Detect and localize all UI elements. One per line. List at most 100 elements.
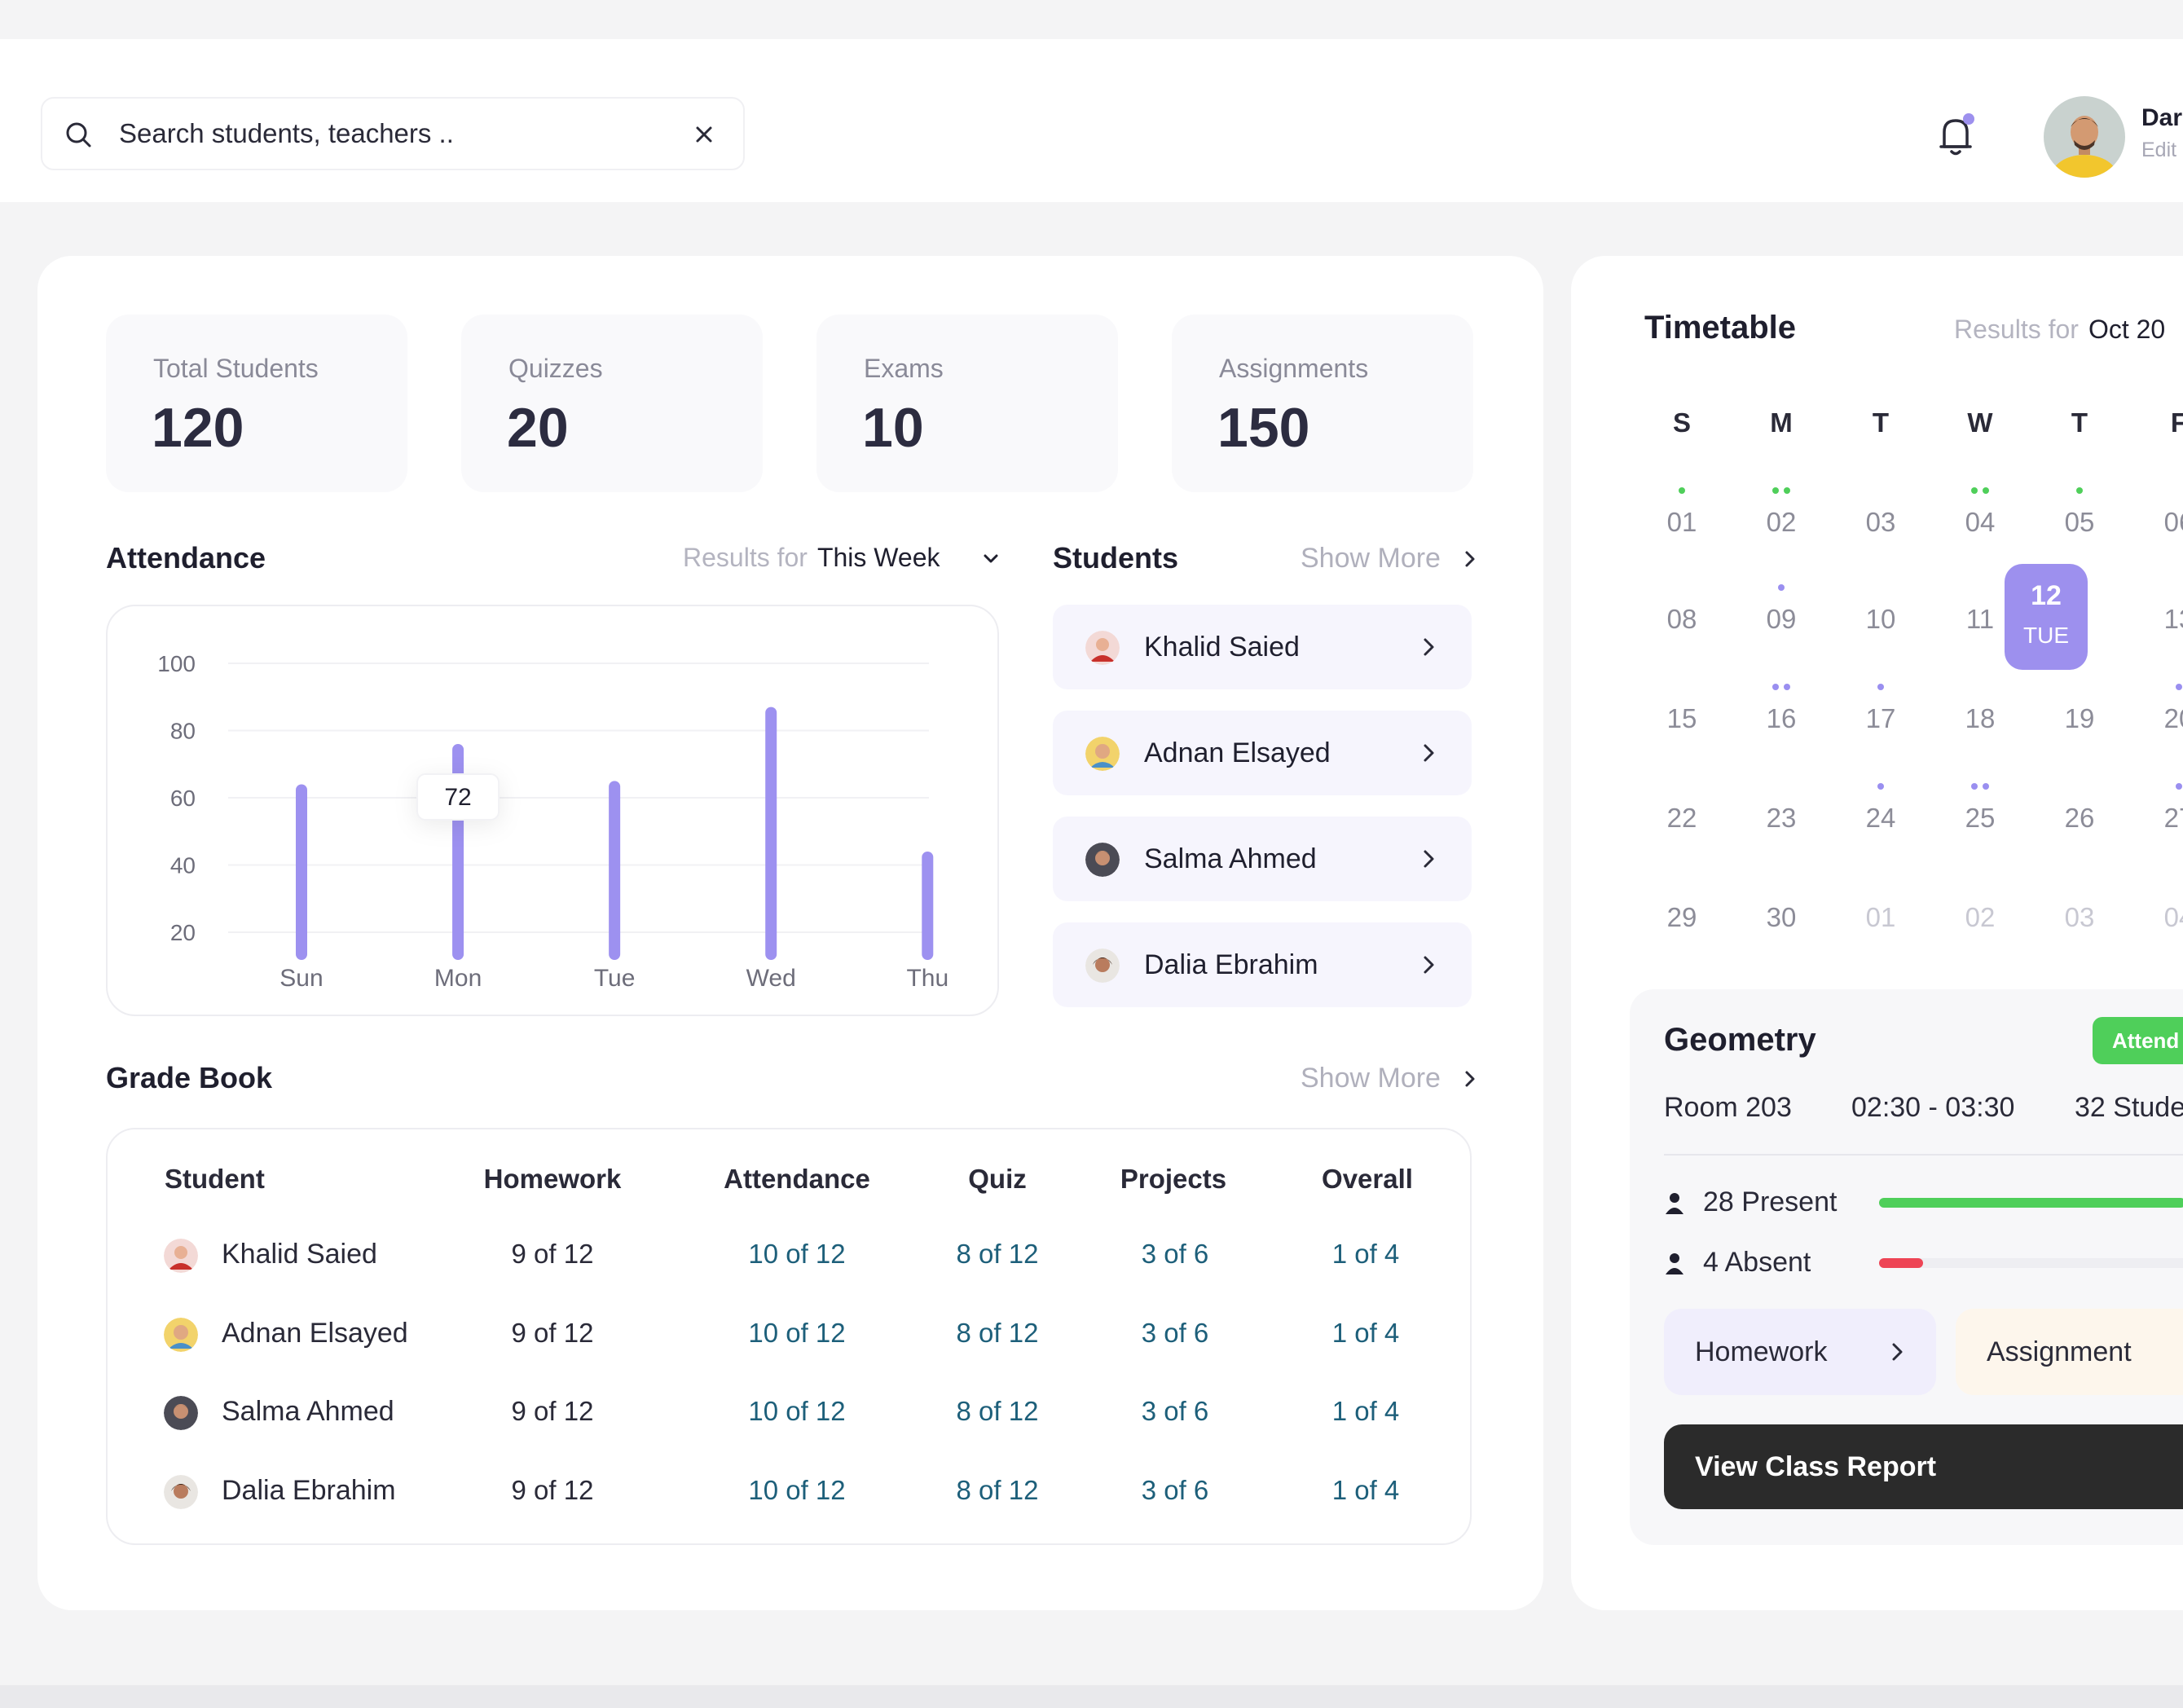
list-item[interactable]: Khalid Saied: [1053, 605, 1472, 689]
status-badge: Attend: [2093, 1017, 2183, 1064]
calendar-event-dot: [1772, 487, 1779, 494]
chevron-right-icon[interactable]: [1459, 1068, 1481, 1090]
table-cell-overall: 1 of 4: [1331, 1318, 1400, 1348]
stat-exams: Exams 10: [816, 315, 1118, 492]
calendar-day[interactable]: 16: [1766, 703, 1797, 733]
assignment-button[interactable]: Assignment: [1956, 1309, 2183, 1395]
table-cell-quiz: 8 of 12: [956, 1475, 1039, 1505]
person-icon: [1666, 1193, 1683, 1214]
avatar[interactable]: [2044, 96, 2125, 178]
calendar-day[interactable]: 26: [2064, 803, 2095, 833]
list-item[interactable]: Adnan Elsayed: [1053, 711, 1472, 795]
calendar-day[interactable]: 17: [1865, 703, 1896, 733]
table-header-overall: Overall: [1322, 1164, 1413, 1194]
chevron-right-icon[interactable]: [1416, 634, 1442, 660]
calendar-day[interactable]: 03: [2064, 902, 2095, 932]
calendar-day[interactable]: 01: [1865, 902, 1896, 932]
calendar-event-dot: [1784, 684, 1790, 690]
calendar-day[interactable]: 09: [1766, 604, 1797, 634]
students-show-more[interactable]: Show More: [1301, 543, 1441, 574]
class-room: Room 203: [1664, 1092, 1792, 1123]
person-icon: [1666, 1253, 1683, 1274]
timetable-title: Timetable: [1644, 310, 1796, 346]
calendar-day[interactable]: 06: [2163, 507, 2183, 537]
calendar-selected-day[interactable]: 12 TUE: [2005, 564, 2088, 670]
avatar: [164, 1239, 198, 1273]
table-header-quiz: Quiz: [968, 1164, 1027, 1194]
chart-xtick-label: Tue: [594, 965, 636, 992]
calendar-day[interactable]: 22: [1666, 803, 1697, 833]
chart-tooltip: [416, 773, 500, 821]
calendar-weekday: T: [2071, 407, 2088, 438]
calendar-day[interactable]: 10: [1865, 604, 1896, 634]
list-item[interactable]: Salma Ahmed: [1053, 817, 1472, 901]
close-icon[interactable]: [688, 118, 720, 151]
table-cell-student[interactable]: Dalia Ebrahim: [222, 1475, 396, 1506]
calendar-event-dot: [1877, 684, 1884, 690]
calendar-day[interactable]: 02: [1965, 902, 1996, 932]
chevron-right-icon[interactable]: [1416, 846, 1442, 872]
stat-value: 150: [1217, 397, 1310, 459]
table-header-projects: Projects: [1120, 1164, 1227, 1194]
calendar-day[interactable]: 23: [1766, 803, 1797, 833]
calendar-day[interactable]: 04: [1965, 507, 1996, 537]
homework-button[interactable]: Homework: [1664, 1309, 1936, 1395]
chevron-right-icon[interactable]: [1416, 952, 1442, 978]
attendance-period-select[interactable]: Results for This Week: [683, 543, 940, 573]
calendar-event-dot: [1971, 783, 1978, 790]
calendar-day[interactable]: 08: [1666, 604, 1697, 634]
table-cell-overall: 1 of 4: [1331, 1475, 1400, 1505]
calendar-day[interactable]: 02: [1766, 507, 1797, 537]
calendar-day[interactable]: 04: [2163, 902, 2183, 932]
list-item[interactable]: Dalia Ebrahim: [1053, 922, 1472, 1007]
gradebook-title: Grade Book: [106, 1061, 273, 1094]
class-students-count: 32 Stude: [2075, 1092, 2183, 1123]
timetable-period-select[interactable]: Results for Oct 20: [1954, 315, 2165, 345]
results-for-value[interactable]: This Week: [816, 543, 940, 572]
calendar-day[interactable]: 24: [1865, 803, 1896, 833]
chevron-right-icon[interactable]: [1416, 740, 1442, 766]
chevron-right-icon[interactable]: [1459, 548, 1481, 570]
chart-bar[interactable]: [922, 852, 934, 960]
calendar-event-dot: [1679, 487, 1685, 494]
stat-label: Exams: [864, 354, 944, 383]
attendance-title: Attendance: [106, 541, 266, 574]
calendar-day[interactable]: 11: [1965, 604, 1995, 634]
stat-label: Total Students: [153, 354, 319, 383]
chart-bar[interactable]: [765, 707, 777, 960]
chart-bar[interactable]: [296, 784, 307, 961]
chevron-down-icon[interactable]: [979, 548, 1002, 570]
user-edit-link[interactable]: Edit: [2141, 139, 2177, 161]
stat-label: Quizzes: [508, 354, 603, 383]
calendar-day[interactable]: 20: [2163, 703, 2183, 733]
table-cell-student[interactable]: Adnan Elsayed: [222, 1318, 408, 1349]
table-cell-overall: 1 of 4: [1331, 1396, 1400, 1426]
view-class-report-button[interactable]: View Class Report: [1664, 1424, 2183, 1509]
chevron-right-icon[interactable]: [1886, 1340, 1910, 1364]
chart-xtick-label: Sun: [279, 965, 323, 992]
chart-xtick-label: Wed: [746, 965, 796, 992]
calendar-day[interactable]: 25: [1965, 803, 1996, 833]
calendar-day[interactable]: 01: [1666, 507, 1697, 537]
gradebook-show-more[interactable]: Show More: [1301, 1063, 1441, 1094]
notification-bell-icon[interactable]: [1933, 111, 1978, 160]
absent-progress-fill: [1879, 1258, 1923, 1268]
calendar-day[interactable]: 15: [1666, 703, 1697, 733]
calendar-day[interactable]: 30: [1766, 902, 1797, 932]
calendar-day[interactable]: 03: [1865, 507, 1896, 537]
calendar-day[interactable]: 19: [2064, 703, 2095, 733]
avatar: [164, 1318, 198, 1352]
calendar-day[interactable]: 13: [2163, 604, 2183, 634]
search-input[interactable]: Search students, teachers ..: [119, 118, 454, 148]
results-for-value[interactable]: Oct 20: [2088, 315, 2166, 344]
search-bar[interactable]: Search students, teachers ..: [41, 97, 745, 170]
calendar-day[interactable]: 05: [2064, 507, 2095, 537]
table-header-homework: Homework: [483, 1164, 622, 1194]
present-progress-bar: [1879, 1198, 2183, 1208]
calendar-day[interactable]: 29: [1666, 902, 1697, 932]
calendar-day[interactable]: 27: [2163, 803, 2183, 833]
chart-bar[interactable]: [609, 781, 621, 960]
table-cell-student[interactable]: Salma Ahmed: [222, 1396, 394, 1427]
calendar-day[interactable]: 18: [1965, 703, 1996, 733]
table-cell-student[interactable]: Khalid Saied: [222, 1239, 377, 1270]
